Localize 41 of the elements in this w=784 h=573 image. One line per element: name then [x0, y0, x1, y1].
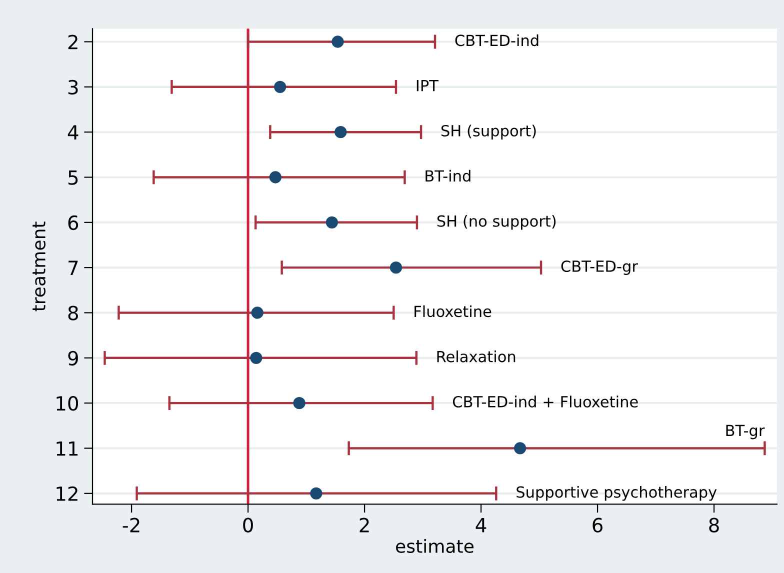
annotation: Fluoxetine [414, 305, 492, 318]
point [269, 171, 282, 184]
y-axis-title: treatment [32, 222, 46, 312]
y-tick-label: 7 [68, 260, 78, 275]
point [332, 36, 344, 48]
annotation: Supportive psychotherapy [516, 486, 717, 501]
y-tick-label: 4 [68, 125, 78, 140]
point [274, 80, 286, 93]
y-tick-label: 11 [56, 441, 78, 456]
x-tick-label: -2 [122, 518, 140, 532]
annotation: IPT [416, 80, 439, 92]
point [293, 396, 306, 410]
x-tick-label: 0 [243, 518, 253, 532]
point [251, 306, 264, 319]
annotation: CBT-ED-ind + Fluoxetine [452, 396, 638, 408]
y-tick-label: 8 [68, 306, 78, 320]
point [514, 442, 526, 454]
x-tick-label: 4 [476, 518, 486, 532]
point [310, 487, 322, 500]
y-tick-label: 6 [68, 215, 78, 230]
annotation: Relaxation [437, 350, 516, 362]
y-tick-label: 2 [68, 34, 78, 50]
y-tick-label: 3 [68, 80, 78, 95]
y-tick-label: 5 [68, 170, 78, 185]
annotation: SH (support) [441, 124, 536, 140]
y-tick-label: 10 [56, 396, 78, 411]
x-tick-label: 6 [592, 518, 602, 532]
annotation: BT-gr [726, 424, 765, 440]
y-tick-label: 12 [56, 486, 78, 501]
x-axis-title: estimate [396, 539, 474, 554]
annotation: SH (no support) [437, 215, 556, 230]
point [326, 216, 338, 228]
annotation: CBT-ED-ind [455, 34, 538, 46]
point [250, 352, 262, 364]
point [334, 126, 347, 138]
y-tick-label: 9 [68, 350, 78, 366]
x-tick-label: 8 [709, 518, 719, 532]
annotation: CBT-ED-gr [561, 260, 638, 275]
annotation: BT-ind [426, 170, 470, 182]
x-tick-label: 2 [360, 518, 369, 532]
point [390, 262, 402, 274]
